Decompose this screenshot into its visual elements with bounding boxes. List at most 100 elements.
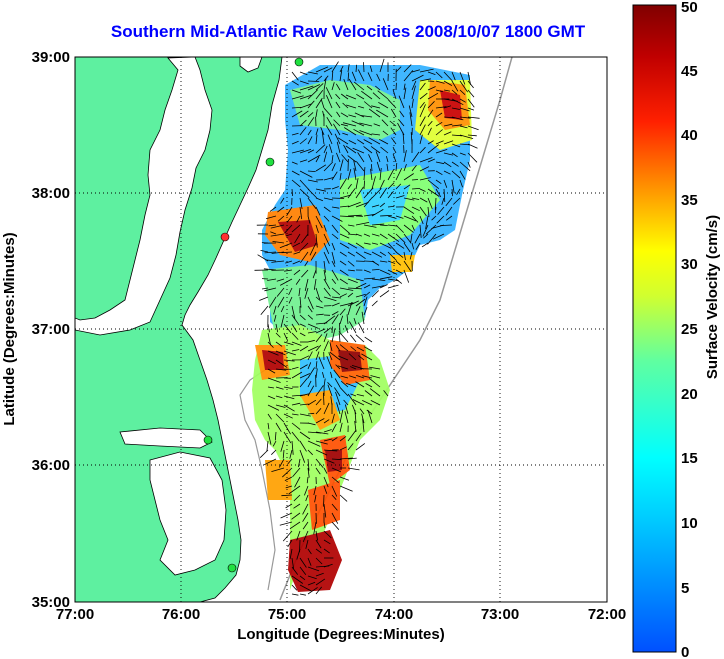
velocity-arrow bbox=[366, 409, 373, 415]
velocity-arrow bbox=[395, 224, 404, 233]
velocity-arrow bbox=[331, 476, 339, 484]
velocity-arrow bbox=[323, 77, 327, 91]
velocity-arrow bbox=[367, 409, 373, 424]
velocity-arrow bbox=[299, 179, 310, 191]
velocity-arrow bbox=[333, 369, 341, 379]
velocity-arrow bbox=[335, 101, 341, 109]
velocity-arrow bbox=[323, 548, 330, 554]
velocity-arrow bbox=[315, 539, 322, 549]
velocity-arrow bbox=[445, 215, 453, 221]
velocity-arrow bbox=[274, 431, 277, 441]
velocity-arrow bbox=[459, 107, 470, 112]
velocity-arrow bbox=[301, 269, 309, 278]
velocity-arrow bbox=[419, 78, 431, 82]
velocity-arrow bbox=[304, 485, 309, 496]
velocity-arrow bbox=[307, 467, 310, 478]
velocity-arrow bbox=[347, 287, 362, 290]
velocity-arrow bbox=[427, 120, 433, 127]
velocity-arrow bbox=[371, 223, 385, 226]
velocity-arrow bbox=[392, 89, 397, 100]
velocity-arrow bbox=[282, 467, 293, 478]
velocity-arrow bbox=[291, 557, 294, 569]
velocity-arrow bbox=[323, 438, 333, 442]
velocity-arrow bbox=[335, 344, 341, 352]
velocity-arrow bbox=[315, 408, 322, 415]
velocity-arrow bbox=[331, 233, 339, 240]
velocity-arrow bbox=[267, 323, 270, 333]
velocity-arrow bbox=[357, 69, 365, 82]
velocity-arrow bbox=[459, 134, 474, 139]
velocity-arrow bbox=[362, 418, 365, 433]
velocity-arrow bbox=[331, 296, 342, 299]
velocity-arrow bbox=[283, 404, 295, 412]
velocity-arrow bbox=[356, 394, 365, 397]
colorbar: 0 5 10 15 20 25 30 35 40 45 50 Surface V… bbox=[632, 0, 721, 659]
velocity-arrow bbox=[299, 170, 313, 178]
velocity-arrow bbox=[357, 139, 365, 145]
velocity-arrow bbox=[411, 98, 414, 109]
velocity-arrow bbox=[345, 382, 357, 388]
velocity-arrow bbox=[411, 80, 417, 91]
velocity-arrow bbox=[328, 352, 333, 361]
velocity-arrow bbox=[419, 188, 426, 192]
velocity-arrow bbox=[371, 290, 379, 298]
velocity-arrow bbox=[277, 206, 285, 213]
velocity-arrow bbox=[264, 287, 277, 292]
velocity-arrow bbox=[315, 467, 321, 475]
velocity-arrow bbox=[421, 242, 429, 248]
velocity-arrow bbox=[307, 296, 314, 310]
colorbar-scale bbox=[632, 4, 677, 653]
velocity-arrow bbox=[270, 231, 277, 235]
velocity-arrow bbox=[299, 296, 302, 308]
velocity-arrow bbox=[291, 110, 303, 118]
velocity-arrow bbox=[278, 458, 285, 468]
velocity-arrow bbox=[443, 123, 453, 127]
velocity-arrow bbox=[435, 179, 442, 185]
velocity-arrow bbox=[363, 277, 376, 280]
velocity-arrow bbox=[371, 233, 380, 237]
velocity-arrow bbox=[339, 205, 350, 208]
velocity-arrow bbox=[349, 334, 357, 343]
velocity-arrow bbox=[291, 413, 299, 416]
velocity-arrow bbox=[409, 112, 413, 127]
velocity-arrow bbox=[427, 144, 439, 154]
velocity-arrow bbox=[467, 143, 478, 149]
velocity-arrow bbox=[299, 584, 312, 592]
velocity-arrow bbox=[315, 144, 326, 154]
velocity-arrow bbox=[339, 494, 348, 502]
velocity-arrow bbox=[302, 503, 309, 515]
velocity-arrow bbox=[299, 355, 310, 361]
velocity-arrow bbox=[403, 233, 411, 243]
velocity-arrow bbox=[379, 58, 385, 73]
velocity-arrow bbox=[387, 99, 397, 109]
velocity-arrow bbox=[347, 467, 360, 471]
velocity-arrow bbox=[431, 215, 437, 221]
velocity-arrow bbox=[339, 344, 349, 352]
velocity-arrow bbox=[395, 278, 403, 284]
velocity-arrow bbox=[291, 149, 304, 154]
velocity-arrow bbox=[387, 251, 397, 261]
velocity-arrow bbox=[285, 503, 293, 509]
velocity-arrow bbox=[267, 431, 272, 445]
velocity-arrow bbox=[434, 197, 437, 210]
velocity-arrow bbox=[467, 98, 475, 108]
velocity-arrow bbox=[419, 157, 433, 163]
velocity-arrow bbox=[295, 278, 301, 285]
velocity-arrow bbox=[441, 197, 445, 205]
velocity-arrow bbox=[339, 409, 344, 424]
velocity-arrow bbox=[355, 282, 367, 289]
velocity-arrow bbox=[291, 89, 302, 94]
velocity-arrow bbox=[339, 194, 352, 199]
velocity-arrow bbox=[355, 161, 365, 172]
velocity-arrow bbox=[326, 355, 333, 370]
velocity-arrow bbox=[387, 242, 397, 253]
velocity-arrow bbox=[307, 339, 315, 343]
velocity-arrow bbox=[271, 449, 277, 455]
velocity-arrow bbox=[339, 251, 347, 257]
velocity-arrow bbox=[451, 80, 459, 92]
radar-site-marker bbox=[227, 563, 237, 573]
velocity-arrow bbox=[272, 440, 277, 447]
velocity-arrow bbox=[307, 80, 320, 82]
velocity-arrow bbox=[323, 260, 326, 273]
velocity-arrow bbox=[387, 260, 396, 264]
